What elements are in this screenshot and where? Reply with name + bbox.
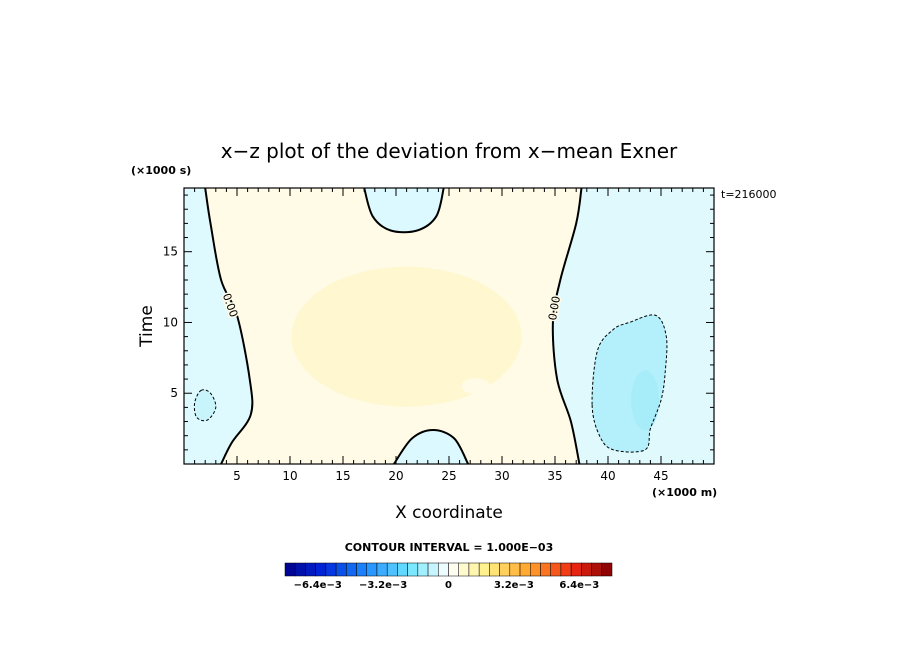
colorbar-swatch: [560, 562, 572, 577]
colorbar: −6.4e−3 −3.2e−3 0 3.2e−3 6.4e−3: [284, 562, 613, 591]
zero-contour-bottom: [393, 428, 469, 464]
colorbar-swatch: [346, 562, 357, 577]
colorbar-swatch: [581, 562, 592, 577]
chart-title: x−z plot of the deviation from x−mean Ex…: [221, 139, 678, 163]
colorbar-swatch: [550, 562, 562, 577]
x-tick-label: 45: [653, 469, 668, 483]
y-tick-label: 10: [163, 315, 178, 329]
colorbar-swatch: [438, 562, 449, 577]
positive-gap-center: [461, 378, 490, 395]
contour-label: 0.00: [546, 295, 563, 321]
negative-contour-left: [193, 389, 217, 422]
colorbar-tick-label: −6.4e−3: [294, 580, 342, 591]
colorbar-swatch: [530, 562, 541, 577]
y-axis-label: Time: [137, 305, 157, 348]
colorbar-swatch: [305, 562, 316, 577]
y-unit-label: (×1000 s): [131, 164, 191, 177]
colorbar-swatch: [570, 562, 582, 577]
colorbar-tick-label: 3.2e−3: [494, 580, 534, 591]
x-tick-label: 40: [600, 469, 615, 483]
colorbar-swatch: [448, 562, 459, 577]
colorbar-tick-label: −3.2e−3: [359, 580, 407, 591]
colorbar-swatch: [519, 562, 531, 577]
x-tick-label: 15: [335, 469, 350, 483]
colorbar-swatch: [376, 562, 388, 577]
negative-cell-left: [194, 389, 216, 421]
x-tick-label: 20: [388, 469, 403, 483]
x-tick-label: 30: [494, 469, 509, 483]
colorbar-swatch: [427, 562, 439, 577]
zero-contour-top: [363, 188, 445, 234]
colorbar-swatch: [509, 562, 521, 577]
colorbar-swatch: [315, 562, 327, 577]
contour-interval-label: CONTOUR INTERVAL = 1.000E−03: [345, 541, 554, 554]
colorbar-swatch: [468, 562, 480, 577]
colorbar-swatch: [407, 562, 419, 577]
colorbar-swatch: [294, 562, 306, 577]
colorbar-swatch: [335, 562, 347, 577]
y-tick-label: 5: [170, 386, 178, 400]
colorbar-swatch: [356, 562, 367, 577]
negative-core-right: [631, 370, 660, 431]
colorbar-swatch: [417, 562, 429, 577]
negative-contour-right: [591, 314, 668, 453]
colorbar-swatch: [397, 562, 408, 577]
colorbar-swatch: [325, 562, 337, 577]
y-tick-label: 15: [163, 245, 178, 259]
positive-region-center: [291, 266, 522, 407]
colorbar-swatch: [386, 562, 398, 577]
colorbar-tick-label: 6.4e−3: [559, 580, 599, 591]
time-stamp-label: t=216000: [721, 188, 777, 201]
colorbar-swatch: [601, 562, 613, 577]
x-tick-label: 10: [282, 469, 297, 483]
colorbar-swatch: [458, 562, 470, 577]
x-axis-label: X coordinate: [395, 503, 503, 523]
colorbar-swatch: [499, 562, 511, 577]
colorbar-swatch: [489, 562, 500, 577]
x-tick-label: 25: [441, 469, 456, 483]
x-tick-label: 35: [547, 469, 562, 483]
colorbar-swatch: [478, 562, 490, 577]
negative-region-top: [364, 188, 444, 233]
x-tick-label: 5: [233, 469, 241, 483]
colorbar-swatch: [540, 562, 551, 577]
zero-contour-left: [204, 188, 254, 464]
colorbar-swatch: [591, 562, 603, 577]
colorbar-swatch: [366, 562, 378, 577]
zero-contour-right: [551, 188, 583, 464]
colorbar-swatch: [284, 562, 296, 577]
x-unit-label: (×1000 m): [652, 486, 717, 499]
colorbar-tick-label: 0: [445, 580, 452, 591]
